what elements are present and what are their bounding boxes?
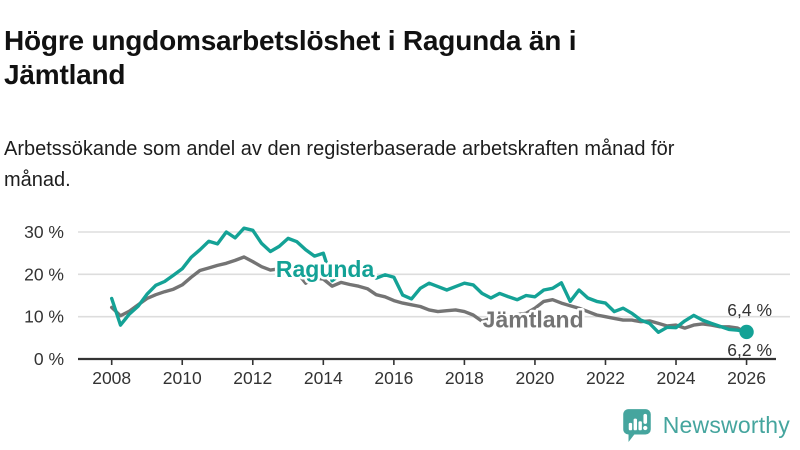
x-tick-label: 2018 <box>445 368 484 388</box>
end-dot-ragunda <box>739 324 754 340</box>
end-value-label-ragunda: 6,4 % <box>727 300 772 320</box>
series-label-jämtland: Jämtland <box>483 306 584 332</box>
unemployment-line-chart: 2008 2010 2012 2014 2016 2018 2020 2022 2024 2026… <box>0 198 800 410</box>
newsworthy-branding: Newsworthy <box>620 407 790 443</box>
x-tick-label: 2014 <box>304 368 343 388</box>
y-tick-label: 10 % <box>24 307 64 327</box>
series-line-ragunda <box>109 226 749 335</box>
series-line-jämtland <box>109 255 749 335</box>
x-tick-label: 2022 <box>586 368 625 388</box>
y-tick-label: 0 % <box>34 349 64 369</box>
newsworthy-logo-icon <box>622 409 651 442</box>
y-tick-label: 20 % <box>24 264 64 284</box>
x-tick-label: 2026 <box>727 368 766 388</box>
series-label-ragunda: Ragunda <box>276 256 375 282</box>
x-tick-label: 2012 <box>233 368 272 388</box>
chart-canvas: 2008 2010 2012 2014 2016 2018 2020 2022 2024 2026… <box>24 222 790 388</box>
x-tick-label: 2024 <box>657 368 696 388</box>
x-tick-label: 2020 <box>515 368 554 388</box>
brand-wordmark: Newsworthy <box>662 411 790 438</box>
y-tick-label: 30 % <box>24 222 64 242</box>
x-tick-label: 2016 <box>374 368 413 388</box>
chart-subtitle: Arbetssökande som andel av den registerb… <box>4 138 675 191</box>
x-tick-label: 2008 <box>92 368 131 388</box>
x-tick-label: 2010 <box>163 368 202 388</box>
end-value-label-jämtland: 6,2 % <box>727 340 772 360</box>
page-title: Högre ungdomsarbetslöshet i Ragunda än i… <box>4 24 577 90</box>
